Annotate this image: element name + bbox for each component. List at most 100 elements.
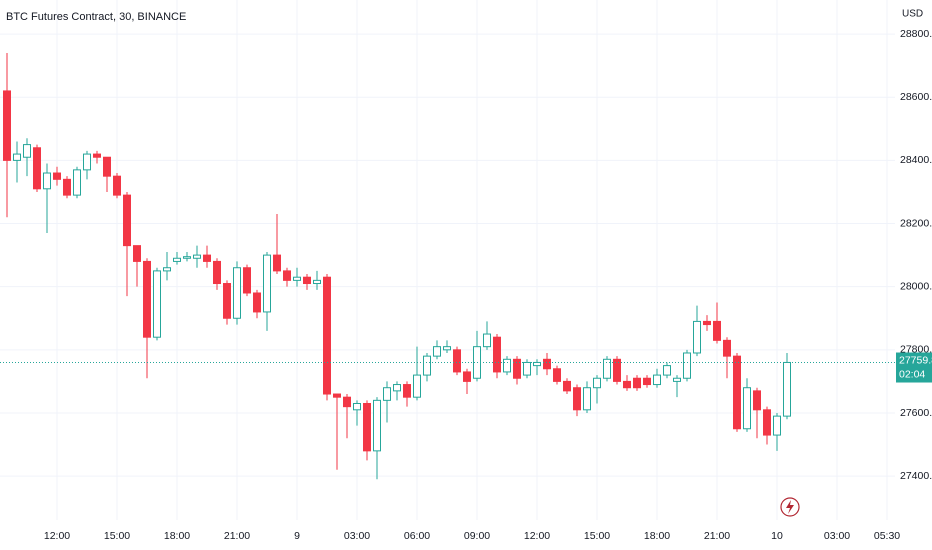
candle-body bbox=[453, 349, 461, 373]
candle-body bbox=[173, 257, 181, 262]
y-tick-label: 28000.0 bbox=[900, 280, 932, 292]
candle-body bbox=[33, 147, 41, 190]
x-tick-label: 12:00 bbox=[524, 530, 550, 542]
candle-body bbox=[43, 172, 51, 190]
candle-body bbox=[183, 256, 191, 259]
candle-body bbox=[603, 358, 611, 379]
candle-body bbox=[363, 402, 371, 452]
x-tick-label: 21:00 bbox=[224, 530, 250, 542]
candle-body bbox=[113, 175, 121, 196]
candle-body bbox=[653, 374, 661, 386]
candle-body bbox=[333, 393, 341, 398]
last-price-label: 27759.8 bbox=[899, 354, 932, 366]
candle-body bbox=[323, 276, 331, 395]
candle-body bbox=[383, 387, 391, 401]
x-tick-label: 12:00 bbox=[44, 530, 70, 542]
candle-body bbox=[143, 260, 151, 338]
candle-body bbox=[523, 361, 531, 376]
candle-body bbox=[193, 254, 201, 259]
candle-body bbox=[13, 153, 21, 161]
chart-title: BTC Futures Contract, 30, BINANCE bbox=[6, 11, 186, 23]
candle-body bbox=[303, 276, 311, 285]
y-tick-label: 28200.0 bbox=[900, 217, 932, 229]
grid bbox=[0, 0, 895, 520]
candle-body bbox=[63, 178, 71, 196]
candle-body bbox=[583, 387, 591, 411]
candle-body bbox=[763, 409, 771, 436]
candle-body bbox=[353, 402, 361, 411]
candle-body bbox=[483, 333, 491, 348]
candle-body bbox=[503, 358, 511, 373]
x-tick-label: 03:00 bbox=[824, 530, 850, 542]
x-tick-label: 18:00 bbox=[164, 530, 190, 542]
candle-body bbox=[153, 270, 161, 338]
x-tick-label: 05:30 bbox=[874, 530, 900, 542]
candle-body bbox=[133, 245, 141, 262]
candle-body bbox=[233, 267, 241, 319]
candle-body bbox=[593, 377, 601, 389]
x-tick-label: 9 bbox=[294, 530, 300, 542]
time-axis bbox=[0, 520, 932, 550]
y-tick-label: 27600.0 bbox=[900, 407, 932, 419]
x-tick-label: 06:00 bbox=[404, 530, 430, 542]
candle-body bbox=[263, 254, 271, 313]
candle-body bbox=[563, 380, 571, 392]
candle-body bbox=[253, 292, 261, 313]
last-price-tag bbox=[896, 352, 932, 383]
candle-body bbox=[393, 384, 401, 392]
candle-body bbox=[93, 153, 101, 158]
candle-body bbox=[203, 254, 211, 262]
currency-label: USD bbox=[902, 9, 923, 20]
event-icon bbox=[780, 497, 800, 517]
x-tick-label: 15:00 bbox=[584, 530, 610, 542]
candle-body bbox=[313, 279, 321, 285]
countdown-label: 02:04 bbox=[899, 368, 925, 380]
candle-body bbox=[463, 371, 471, 382]
candle-body bbox=[103, 156, 111, 177]
candle-body bbox=[223, 283, 231, 319]
candle-body bbox=[123, 194, 131, 247]
candle-body bbox=[573, 387, 581, 411]
x-tick-label: 15:00 bbox=[104, 530, 130, 542]
candle-body bbox=[423, 355, 431, 376]
y-tick-label: 28600.0 bbox=[900, 91, 932, 103]
candle-body bbox=[3, 90, 11, 161]
y-tick-label: 28400.0 bbox=[900, 154, 932, 166]
x-tick-label: 18:00 bbox=[644, 530, 670, 542]
candle-body bbox=[73, 169, 81, 196]
y-tick-label: 27400.0 bbox=[900, 470, 932, 482]
candle-body bbox=[53, 172, 61, 180]
candle-body bbox=[633, 377, 641, 389]
candle-body bbox=[713, 320, 721, 341]
candle-body bbox=[753, 390, 761, 411]
candle-body bbox=[443, 346, 451, 351]
x-tick-label: 09:00 bbox=[464, 530, 490, 542]
candle-body bbox=[403, 384, 411, 398]
candle-body bbox=[643, 377, 651, 386]
candle-body bbox=[283, 270, 291, 281]
candle-body bbox=[213, 260, 221, 285]
candle-body bbox=[673, 377, 681, 382]
candle-body bbox=[243, 267, 251, 294]
candle-body bbox=[733, 355, 741, 430]
candle-body bbox=[743, 387, 751, 430]
y-tick-label: 28800.0 bbox=[900, 28, 932, 40]
candle-body bbox=[273, 254, 281, 272]
candle-body bbox=[433, 346, 441, 357]
candles bbox=[3, 53, 791, 480]
candle-body bbox=[373, 399, 381, 452]
candle-body bbox=[723, 339, 731, 357]
candle-body bbox=[343, 396, 351, 408]
candle-body bbox=[623, 380, 631, 389]
x-tick-label: 03:00 bbox=[344, 530, 370, 542]
candle-body bbox=[613, 358, 621, 382]
candle-body bbox=[543, 358, 551, 370]
candle-body bbox=[783, 361, 791, 417]
candle-body bbox=[683, 352, 691, 379]
candle-body bbox=[83, 153, 91, 171]
candle-body bbox=[163, 267, 171, 272]
axes: 27400.027600.027800.028000.028200.028400… bbox=[44, 28, 932, 542]
x-tick-label: 10 bbox=[771, 530, 783, 542]
